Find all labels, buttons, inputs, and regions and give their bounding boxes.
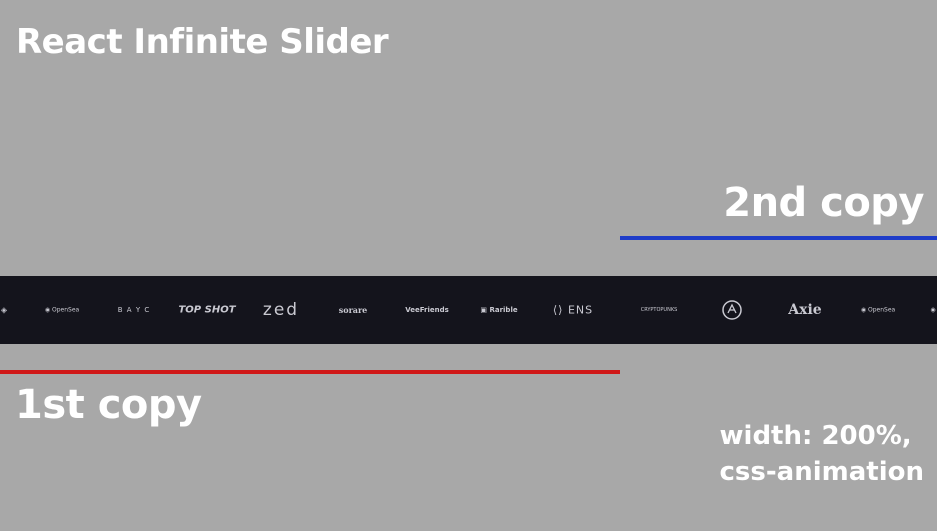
logo-opensea-text: OpenSea (51, 306, 80, 314)
logo-opensea: ◉ OpenSea (45, 307, 79, 314)
logo-sorare: sorare (339, 305, 368, 315)
logo-bayc-text: B A Y C (117, 306, 151, 314)
logo-ens-text: ENS (567, 303, 594, 317)
note-animation: css-animation (719, 457, 924, 487)
logo-axie-text: Axie (788, 302, 822, 318)
first-copy-label: 1st copy (15, 382, 202, 428)
logo-sorare-text: sorare (338, 305, 368, 315)
logo-bayc: B A Y C (118, 306, 150, 314)
logo-zed: zed (263, 300, 299, 320)
note-width: width: 200%, (719, 421, 912, 451)
opensea-logo-icon: ◉ (860, 306, 867, 314)
logo-rarible-text: Rarible (489, 306, 518, 314)
logo-rarible: ▣ Rarible (480, 306, 517, 314)
logo-topshot-text: TOP SHOT (178, 304, 236, 316)
page-title: React Infinite Slider (16, 22, 389, 62)
logo-slider-strip: ◈ ◉ OpenSea B A Y C TOP SHOT zed sorare … (0, 276, 937, 344)
logo-veefriends: VeeFriends (405, 306, 449, 314)
logo-zed-text: zed (262, 300, 300, 320)
rarible-logo-icon: ▣ (480, 306, 488, 314)
partial-logo-left: ◈ (0, 305, 8, 315)
logo-cryptopunks-text: CRYPTOPUNKS (640, 307, 678, 313)
second-copy-label: 2nd copy (723, 180, 924, 226)
round-emblem-icon (722, 300, 742, 320)
logo-ens: ⟨⟩ ENS (553, 304, 593, 317)
logo-opensea-2-text: OpenSea (867, 306, 896, 314)
logo-opensea-2: ◉ OpenSea (861, 307, 895, 314)
partial-logo-right: ◉ (930, 306, 936, 314)
logo-axie: Axie (788, 302, 821, 318)
logo-topshot: TOP SHOT (178, 305, 235, 316)
ens-logo-icon: ⟨⟩ (552, 303, 564, 317)
implementation-note: width: 200%, css-animation (720, 418, 924, 490)
logo-veefriends-text: VeeFriends (405, 306, 449, 314)
second-copy-line (620, 236, 937, 240)
logo-cryptopunks: CRYPTOPUNKS (641, 307, 678, 313)
opensea-logo-icon: ◉ (44, 306, 51, 314)
first-copy-line (0, 370, 620, 374)
